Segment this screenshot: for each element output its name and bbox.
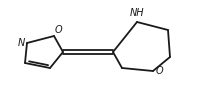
Text: NH: NH <box>130 8 144 18</box>
Text: O: O <box>156 66 164 76</box>
Text: O: O <box>55 25 63 35</box>
Text: N: N <box>18 38 25 48</box>
